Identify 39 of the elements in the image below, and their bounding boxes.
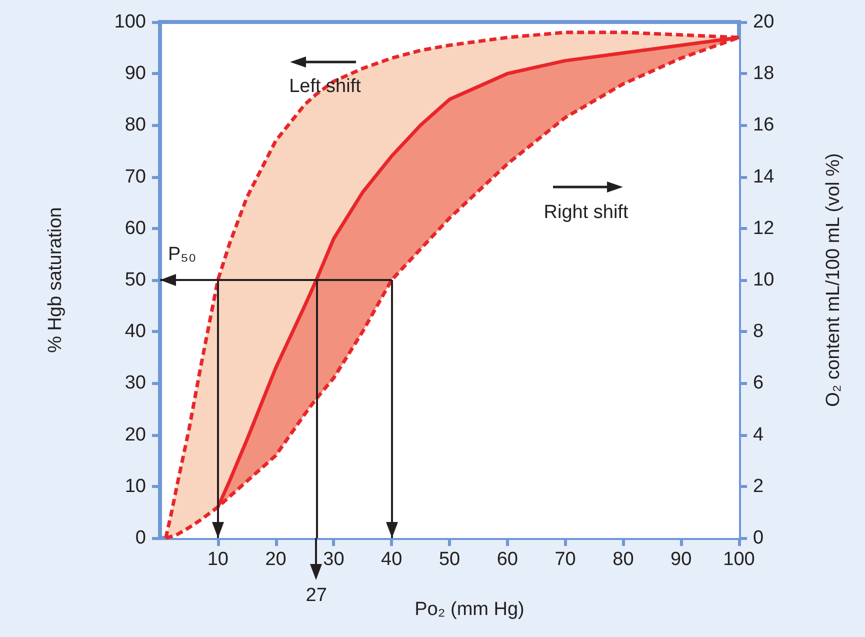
- y-tick-label: 40: [124, 321, 146, 342]
- y2-tick-label: 14: [753, 166, 775, 188]
- y2-axis-title: O₂ content mL/100 mL (vol %): [823, 153, 844, 407]
- y-axis-title: % Hgb saturation: [45, 207, 66, 353]
- x-tick-label: 10: [207, 549, 228, 570]
- x-tick-label: 30: [323, 549, 344, 570]
- y-tick-label: 100: [114, 12, 146, 32]
- x-tick-label: 40: [381, 549, 402, 570]
- y2-tick-label: 10: [753, 270, 774, 290]
- x-tick-label: 70: [554, 549, 576, 570]
- x-tick-label: 60: [496, 549, 518, 570]
- annotation: Right shift: [544, 202, 628, 224]
- y-tick-label: 50: [124, 270, 146, 290]
- y-tick-label: 90: [124, 63, 146, 84]
- ref-line-label: 27: [306, 585, 327, 606]
- y2-tick-label: 0: [753, 528, 764, 548]
- ref-line-label: P₅₀: [168, 244, 196, 265]
- y-tick-label: 60: [124, 218, 146, 239]
- y2-tick-label: 16: [753, 114, 774, 136]
- y2-tick-label: 18: [753, 63, 774, 84]
- y2-tick-label: 6: [753, 372, 764, 394]
- x-tick-label: 20: [265, 549, 286, 570]
- y-tick-label: 10: [124, 476, 146, 497]
- y-tick-label: 20: [124, 424, 146, 446]
- y-tick-label: 0: [135, 528, 146, 548]
- y2-tick-label: 8: [753, 321, 764, 342]
- x-tick-label: 80: [612, 549, 634, 570]
- y-tick-label: 30: [124, 372, 146, 394]
- x-tick-label: 50: [438, 549, 460, 570]
- y-tick-label: 70: [124, 166, 146, 188]
- y2-tick-label: 20: [753, 12, 774, 32]
- x-axis-title: Po₂ (mm Hg): [414, 599, 524, 620]
- x-tick-label: 90: [670, 549, 692, 570]
- x-tick-label: 100: [723, 549, 755, 570]
- y2-tick-label: 4: [753, 424, 764, 446]
- y2-tick-label: 2: [753, 476, 764, 497]
- annotation: Left shift: [289, 76, 361, 98]
- y-tick-label: 80: [124, 114, 146, 136]
- y2-tick-label: 12: [753, 218, 774, 239]
